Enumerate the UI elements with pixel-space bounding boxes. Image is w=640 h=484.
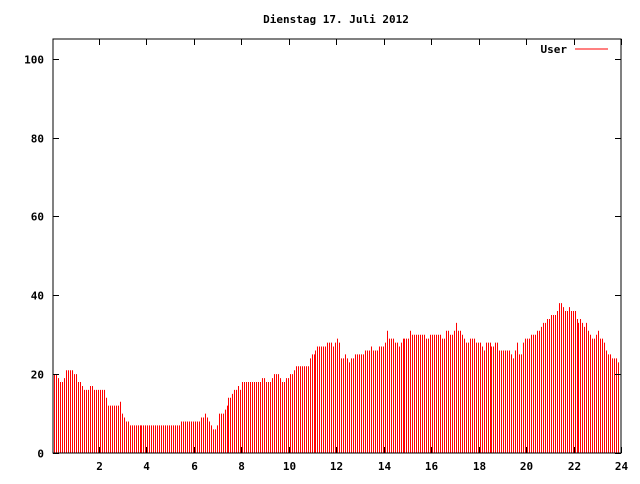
x-tick-label: 6	[191, 460, 198, 473]
plot-frame	[52, 38, 622, 454]
y-tick-label: 80	[31, 133, 44, 146]
y-tick-label: 20	[31, 369, 44, 382]
x-tick-label: 8	[238, 460, 245, 473]
x-tick-label: 4	[143, 460, 150, 473]
x-tick-label: 10	[283, 460, 296, 473]
x-tick-label: 14	[378, 460, 392, 473]
y-tick-label: 40	[31, 290, 44, 303]
legend-label: User	[541, 43, 568, 56]
x-tick-label: 24	[615, 460, 629, 473]
legend: User	[541, 43, 608, 56]
x-tick-label: 2	[96, 460, 103, 473]
x-tick-label: 16	[425, 460, 439, 473]
y-tick-label: 0	[37, 448, 44, 461]
x-tick-label: 22	[568, 460, 581, 473]
chart-title: Dienstag 17. Juli 2012	[263, 13, 409, 26]
x-tick-label: 20	[520, 460, 533, 473]
x-tick-label: 18	[473, 460, 486, 473]
bars	[54, 303, 619, 453]
x-tick-label: 12	[330, 460, 343, 473]
y-tick-label: 60	[31, 211, 44, 224]
y-tick-label: 100	[24, 54, 44, 67]
